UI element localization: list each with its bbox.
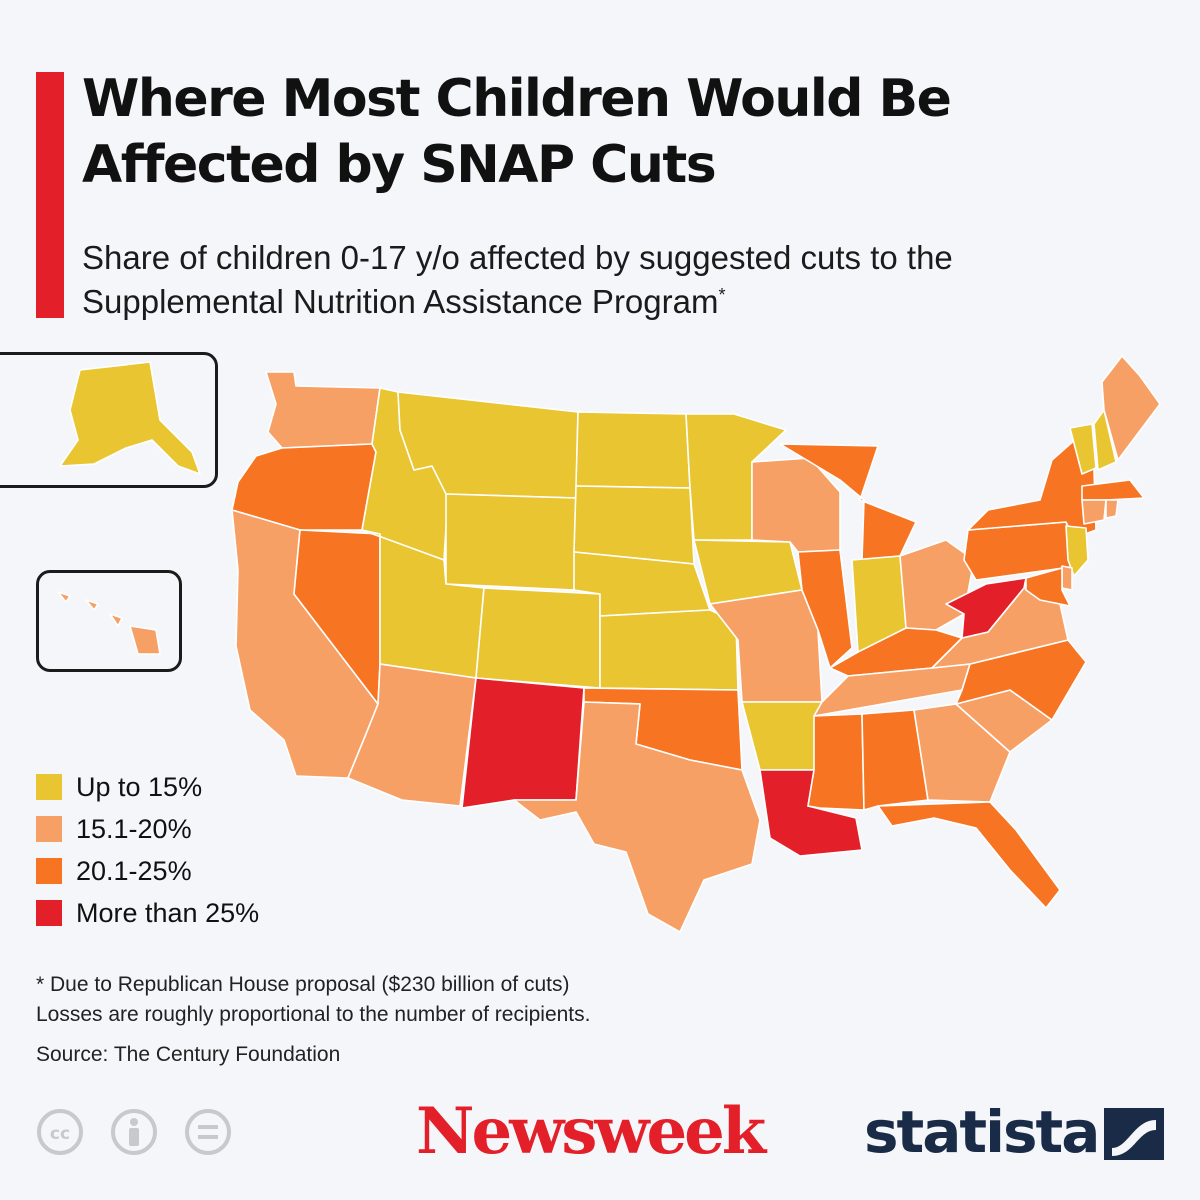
state-nh [1093,409,1117,471]
state-me [1101,355,1161,461]
accent-bar [36,72,64,318]
state-hi [57,591,161,655]
source-note: Source: The Century Foundation [36,1043,341,1066]
state-wv [945,577,1027,639]
statista-logo-icon [1104,1108,1164,1160]
legend-label: More than 25% [76,897,260,928]
state-ks [599,609,739,691]
legend-label: 20.1-25% [76,855,192,886]
subtitle-text: Share of children 0-17 y/o affected by s… [82,239,953,320]
state-ms [807,713,865,811]
svg-text:cc: cc [50,1124,70,1144]
state-al [861,709,929,811]
hawaii-inset [36,570,182,672]
cc-icon[interactable]: cc [36,1108,84,1156]
legend-swatch [36,816,62,842]
state-ct [1081,499,1107,525]
legend: Up to 15% 15.1-20% 20.1-25% More than 25… [36,766,259,934]
state-md [1025,567,1071,607]
legend-item-20-25: 20.1-25% [36,850,259,892]
state-nm [461,677,585,809]
legend-swatch [36,900,62,926]
page-title: Where Most Children Would Be Affected by… [82,69,952,195]
legend-label: 15.1-20% [76,813,192,844]
state-ri [1105,499,1119,519]
license-icons: cc [36,1108,232,1156]
legend-item-more-than-25: More than 25% [36,892,259,934]
state-ar [741,701,823,771]
legend-label: Up to 15% [76,771,203,802]
footnote-proposal: * Due to Republican House proposal ($230… [36,973,570,996]
noderivs-icon[interactable] [184,1108,232,1156]
state-fl [877,801,1061,909]
subtitle-footnote-marker: * [718,285,726,305]
state-nd [575,411,691,489]
state-sd [573,485,695,565]
newsweek-logo: Newsweek [416,1094,766,1169]
state-co [475,587,601,689]
state-wy [445,493,577,591]
state-ga [913,703,1011,803]
attribution-icon[interactable] [110,1108,158,1156]
statista-logo-text: statista [864,1098,1100,1166]
state-ma [1081,479,1145,501]
state-nj [1065,525,1089,577]
footnote-losses: Losses are roughly proportional to the n… [36,1003,591,1026]
legend-item-up-to-15: Up to 15% [36,766,259,808]
state-vt [1069,423,1097,475]
legend-swatch [36,858,62,884]
state-de [1061,565,1073,591]
state-tx [513,701,761,933]
state-ak [59,361,201,475]
state-wa [265,371,381,449]
subtitle: Share of children 0-17 y/o affected by s… [82,236,1082,324]
footnotes: * Due to Republican House proposal ($230… [36,970,836,1070]
state-oh [899,539,975,631]
legend-swatch [36,774,62,800]
state-mi [779,443,917,561]
legend-item-15-20: 15.1-20% [36,808,259,850]
